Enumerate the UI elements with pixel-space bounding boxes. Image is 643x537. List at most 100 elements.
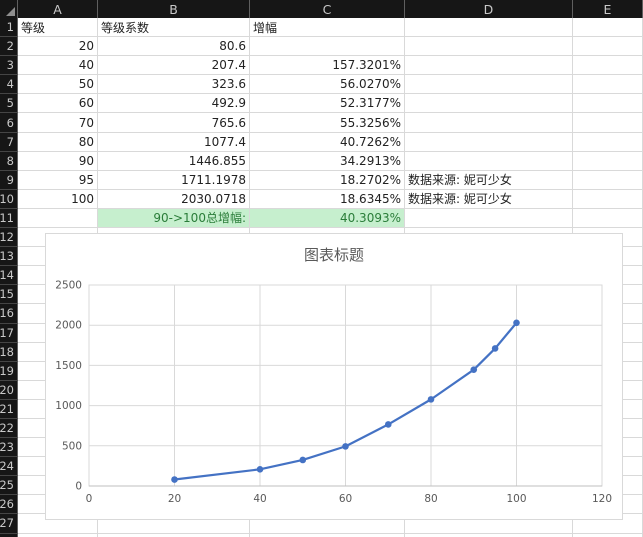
cell-B5[interactable]: 492.9: [98, 94, 250, 114]
cell-D1[interactable]: [405, 18, 573, 38]
cell-D2[interactable]: [405, 37, 573, 57]
cell-D10[interactable]: 数据来源: 妮可少女: [405, 189, 573, 209]
row-header-28[interactable]: 28: [0, 533, 18, 537]
row-header-19[interactable]: 19: [0, 361, 18, 381]
embedded-chart[interactable]: 图表标题 0 500 1000 1500 2000 2500 0 20 40 60 80 100 120: [45, 233, 623, 520]
cell-E8[interactable]: [573, 151, 643, 171]
row-header-21[interactable]: 21: [0, 399, 18, 419]
cell-B2[interactable]: 80.6: [98, 37, 250, 57]
series-markers[interactable]: [171, 319, 520, 483]
cell-D7[interactable]: [405, 132, 573, 152]
row-header-2[interactable]: 2: [0, 37, 18, 57]
cell-D4[interactable]: [405, 75, 573, 95]
cell-B4[interactable]: 323.6: [98, 75, 250, 95]
cell-B8[interactable]: 1446.855: [98, 151, 250, 171]
cell-A10[interactable]: 100: [18, 189, 98, 209]
cell-B7[interactable]: 1077.4: [98, 132, 250, 152]
row-header-6[interactable]: 6: [0, 113, 18, 133]
row-header-9[interactable]: 9: [0, 170, 18, 190]
cell-E28[interactable]: [573, 533, 643, 537]
cell-A28[interactable]: [18, 533, 98, 537]
cell-B10[interactable]: 2030.0718: [98, 189, 250, 209]
row-header-26[interactable]: 26: [0, 495, 18, 515]
cell-E10[interactable]: [573, 189, 643, 209]
column-header-E[interactable]: E: [573, 0, 643, 18]
cell-E4[interactable]: [573, 75, 643, 95]
row-header-22[interactable]: 22: [0, 418, 18, 439]
cell-C10[interactable]: 18.6345%: [250, 189, 405, 209]
cell-B28[interactable]: [98, 533, 250, 537]
cell-C2[interactable]: [250, 37, 405, 57]
row-header-7[interactable]: 7: [0, 132, 18, 152]
cell-E2[interactable]: [573, 37, 643, 57]
cell-C8[interactable]: 34.2913%: [250, 151, 405, 171]
cell-D9[interactable]: 数据来源: 妮可少女: [405, 170, 573, 190]
row-header-4[interactable]: 4: [0, 75, 18, 95]
cell-D27[interactable]: [405, 514, 573, 534]
cell-B1[interactable]: 等级系数: [98, 18, 250, 38]
cell-C9[interactable]: 18.2702%: [250, 170, 405, 190]
row-header-3[interactable]: 3: [0, 56, 18, 76]
select-all-corner[interactable]: [0, 0, 18, 18]
cell-A27[interactable]: [18, 514, 98, 534]
cell-A1[interactable]: 等级: [18, 18, 98, 38]
row-header-24[interactable]: 24: [0, 457, 18, 477]
column-header-D[interactable]: D: [405, 0, 573, 18]
row-header-18[interactable]: 18: [0, 342, 18, 362]
row-header-17[interactable]: 17: [0, 323, 18, 343]
cell-A4[interactable]: 50: [18, 75, 98, 95]
cell-C7[interactable]: 40.7262%: [250, 132, 405, 152]
cell-A8[interactable]: 90: [18, 151, 98, 171]
cell-B9[interactable]: 1711.1978: [98, 170, 250, 190]
cell-A11[interactable]: [18, 208, 98, 229]
row-header-13[interactable]: 13: [0, 247, 18, 267]
cell-A2[interactable]: 20: [18, 37, 98, 57]
cell-B3[interactable]: 207.4: [98, 56, 250, 76]
cell-D5[interactable]: [405, 94, 573, 114]
cell-A5[interactable]: 60: [18, 94, 98, 114]
cell-D8[interactable]: [405, 151, 573, 171]
cell-E5[interactable]: [573, 94, 643, 114]
cell-C28[interactable]: [250, 533, 405, 537]
cell-C3[interactable]: 157.3201%: [250, 56, 405, 76]
row-header-15[interactable]: 15: [0, 285, 18, 305]
cell-C1[interactable]: 增幅: [250, 18, 405, 38]
cell-D6[interactable]: [405, 113, 573, 133]
column-header-A[interactable]: A: [18, 0, 98, 18]
row-header-23[interactable]: 23: [0, 438, 18, 458]
cell-C6[interactable]: 55.3256%: [250, 113, 405, 133]
cell-E7[interactable]: [573, 132, 643, 152]
cell-E1[interactable]: [573, 18, 643, 38]
cell-C4[interactable]: 56.0270%: [250, 75, 405, 95]
row-header-11[interactable]: 11: [0, 208, 18, 229]
row-header-16[interactable]: 16: [0, 304, 18, 324]
row-header-10[interactable]: 10: [0, 189, 18, 209]
row-header-20[interactable]: 20: [0, 380, 18, 400]
row-header-5[interactable]: 5: [0, 94, 18, 114]
cell-E6[interactable]: [573, 113, 643, 133]
column-header-B[interactable]: B: [98, 0, 250, 18]
cell-D28[interactable]: [405, 533, 573, 537]
cell-E9[interactable]: [573, 170, 643, 190]
row-header-27[interactable]: 27: [0, 514, 18, 534]
cell-E3[interactable]: [573, 56, 643, 76]
row-header-1[interactable]: 1: [0, 18, 18, 38]
row-header-25[interactable]: 25: [0, 476, 18, 496]
row-header-8[interactable]: 8: [0, 151, 18, 171]
cell-C27[interactable]: [250, 514, 405, 534]
cell-A6[interactable]: 70: [18, 113, 98, 133]
cell-B27[interactable]: [98, 514, 250, 534]
cell-C5[interactable]: 52.3177%: [250, 94, 405, 114]
row-header-14[interactable]: 14: [0, 266, 18, 286]
cell-A9[interactable]: 95: [18, 170, 98, 190]
cell-A7[interactable]: 80: [18, 132, 98, 152]
cell-A3[interactable]: 40: [18, 56, 98, 76]
cell-D3[interactable]: [405, 56, 573, 76]
cell-B6[interactable]: 765.6: [98, 113, 250, 133]
cell-E11[interactable]: [573, 208, 643, 229]
cell-D11[interactable]: [405, 208, 573, 229]
row-header-12[interactable]: 12: [0, 228, 18, 248]
cell-C11[interactable]: 40.3093%: [250, 208, 405, 229]
column-header-C[interactable]: C: [250, 0, 405, 18]
cell-B11[interactable]: 90->100总增幅:: [98, 208, 250, 229]
